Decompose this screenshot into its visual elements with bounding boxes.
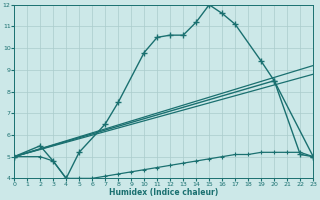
X-axis label: Humidex (Indice chaleur): Humidex (Indice chaleur) — [109, 188, 218, 197]
